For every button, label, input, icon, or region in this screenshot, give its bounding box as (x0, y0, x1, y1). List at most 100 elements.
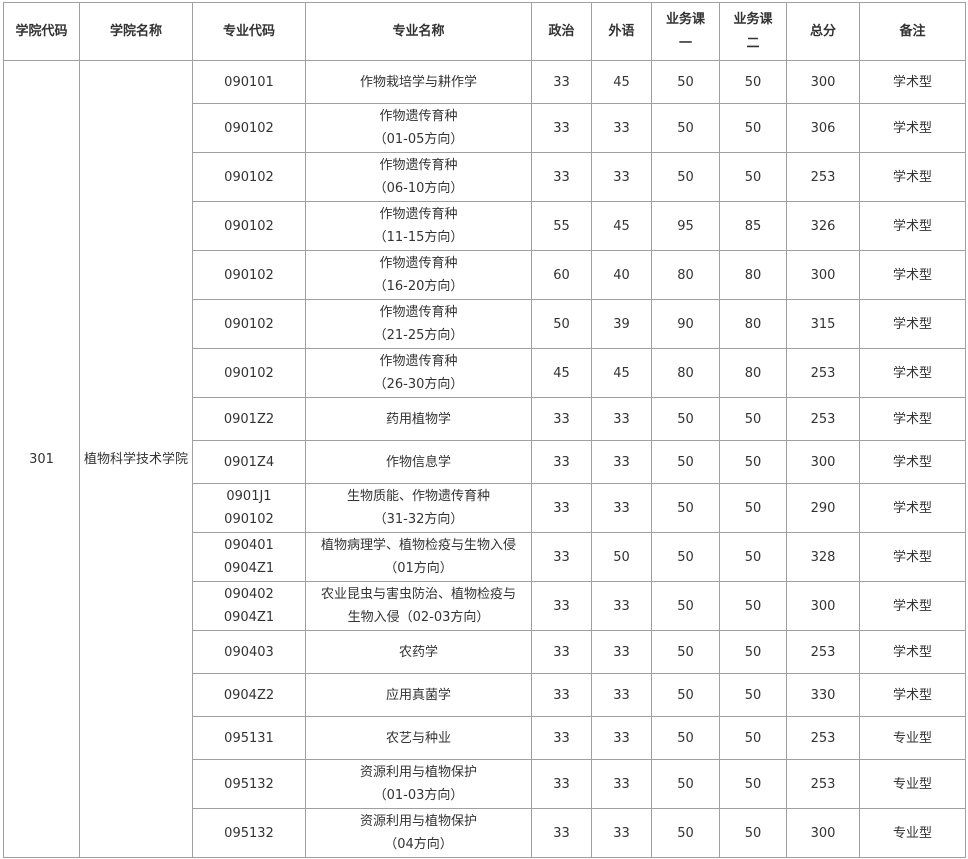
table-cell: 33 (591, 581, 652, 631)
table-cell: 33 (531, 808, 592, 858)
table-cell: 学术型 (859, 250, 966, 300)
table-row: 090102 作物遗传育种 （26-30方向） 45 45 80 80 253 学术型 (4, 348, 966, 398)
table-cell: 50 (651, 759, 720, 809)
table-cell: 50 (719, 397, 787, 441)
table-cell: 330 (786, 673, 860, 717)
table-body: 301 植物科学技术学院 090101 作物栽培学与耕作学 33 45 50 50 300 学术型… (3, 60, 966, 858)
table-cell: 学术型 (859, 348, 966, 398)
table-cell: 40 (591, 250, 652, 300)
table-cell: 50 (651, 103, 720, 153)
table-cell: 300 (786, 808, 860, 858)
table-cell: 253 (786, 397, 860, 441)
table-cell: 50 (651, 483, 720, 533)
table-cell: 50 (719, 581, 787, 631)
column-header: 政治 (531, 2, 592, 61)
table-cell: 50 (651, 152, 720, 202)
table-cell: 33 (591, 808, 652, 858)
table-cell: 33 (531, 630, 592, 674)
table-cell: 095132 (192, 808, 306, 858)
column-header: 学院代码 (3, 2, 80, 61)
table-cell: 33 (531, 483, 592, 533)
table-row: 090403 农药学 33 33 50 50 253 学术型 (4, 630, 966, 674)
table-row: 0904Z2 应用真菌学 33 33 50 50 330 学术型 (4, 673, 966, 717)
table-cell: 学术型 (859, 397, 966, 441)
table-cell: 39 (591, 299, 652, 349)
table-cell: 33 (531, 397, 592, 441)
table-row: 095132 资源利用与植物保护 （01-03方向） 33 33 50 50 253 专业型 (4, 759, 966, 809)
column-header: 专业名称 (305, 2, 532, 61)
table-cell: 50 (591, 532, 652, 582)
table-cell: 学术型 (859, 152, 966, 202)
table-cell: 80 (651, 250, 720, 300)
table-cell: 33 (591, 440, 652, 484)
table-cell: 学术型 (859, 630, 966, 674)
table-cell: 专业型 (859, 759, 966, 809)
table-cell: 290 (786, 483, 860, 533)
college-name: 植物科学技术学院 (79, 60, 193, 858)
table-cell: 学术型 (859, 673, 966, 717)
table-cell: 专业型 (859, 808, 966, 858)
table-cell: 33 (531, 532, 592, 582)
table-cell: 33 (531, 440, 592, 484)
table-cell: 应用真菌学 (305, 673, 532, 717)
table-cell: 090401 0904Z1 (192, 532, 306, 582)
table-cell: 0904Z2 (192, 673, 306, 717)
table-cell: 学术型 (859, 440, 966, 484)
table-cell: 33 (531, 152, 592, 202)
table-cell: 80 (719, 348, 787, 398)
table-cell: 作物遗传育种 （21-25方向） (305, 299, 532, 349)
table-cell: 50 (651, 716, 720, 760)
table-row: 090402 0904Z1 农业昆虫与害虫防治、植物检疫与 生物入侵（02-03方… (4, 581, 966, 631)
table-cell: 090402 0904Z1 (192, 581, 306, 631)
table-cell: 33 (591, 152, 652, 202)
table-cell: 学术型 (859, 201, 966, 251)
table-cell: 095132 (192, 759, 306, 809)
table-cell: 33 (591, 673, 652, 717)
table-cell: 55 (531, 201, 592, 251)
table-cell: 253 (786, 152, 860, 202)
table-cell: 33 (591, 716, 652, 760)
table-row: 090102 作物遗传育种 （06-10方向） 33 33 50 50 253 学术型 (4, 152, 966, 202)
table-cell: 80 (719, 250, 787, 300)
table-cell: 300 (786, 250, 860, 300)
table-cell: 33 (591, 759, 652, 809)
table-cell: 50 (719, 716, 787, 760)
table-cell: 45 (591, 201, 652, 251)
table-cell: 090403 (192, 630, 306, 674)
college-code: 301 (3, 60, 80, 858)
table-cell: 33 (591, 397, 652, 441)
table-cell: 学术型 (859, 483, 966, 533)
table-cell: 0901Z2 (192, 397, 306, 441)
table-cell: 50 (719, 103, 787, 153)
table-cell: 农业昆虫与害虫防治、植物检疫与 生物入侵（02-03方向） (305, 581, 532, 631)
table-cell: 33 (531, 716, 592, 760)
table-cell: 50 (719, 808, 787, 858)
table-cell: 60 (531, 250, 592, 300)
table-row: 090102 作物遗传育种 （01-05方向） 33 33 50 50 306 学术型 (4, 103, 966, 153)
table-cell: 学术型 (859, 581, 966, 631)
table-cell: 33 (591, 483, 652, 533)
table-cell: 090102 (192, 299, 306, 349)
table-cell: 33 (531, 60, 592, 104)
column-header: 总分 (786, 2, 860, 61)
table-cell: 作物栽培学与耕作学 (305, 60, 532, 104)
table-cell: 作物遗传育种 （06-10方向） (305, 152, 532, 202)
table-cell: 50 (651, 673, 720, 717)
table-cell: 药用植物学 (305, 397, 532, 441)
table-cell: 33 (591, 630, 652, 674)
table-row: 095132 资源利用与植物保护 （04方向） 33 33 50 50 300 专业型 (4, 808, 966, 858)
table-cell: 学术型 (859, 60, 966, 104)
table-cell: 50 (719, 532, 787, 582)
table-cell: 作物遗传育种 （01-05方向） (305, 103, 532, 153)
table-cell: 253 (786, 630, 860, 674)
table-cell: 306 (786, 103, 860, 153)
table-row: 301 植物科学技术学院 090101 作物栽培学与耕作学 33 45 50 50 300 学术型 (3, 60, 966, 858)
table-cell: 学术型 (859, 103, 966, 153)
table-cell: 50 (719, 483, 787, 533)
table-cell: 80 (719, 299, 787, 349)
table-cell: 资源利用与植物保护 （01-03方向） (305, 759, 532, 809)
table-cell: 50 (651, 397, 720, 441)
table-cell: 50 (651, 630, 720, 674)
table-cell: 095131 (192, 716, 306, 760)
